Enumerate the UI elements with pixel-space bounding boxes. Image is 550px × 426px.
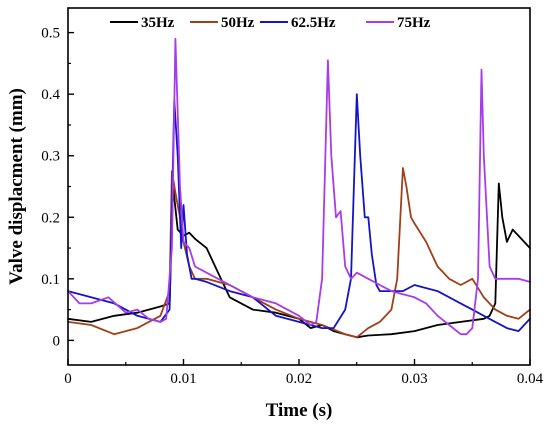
legend: 35Hz 50Hz 62.5Hz 75Hz bbox=[110, 15, 431, 31]
x-tick-label: 0 bbox=[64, 371, 72, 387]
y-axis-title: Valve displacment (mm) bbox=[6, 88, 27, 285]
series-line-62-5hz bbox=[67, 93, 531, 333]
plot-frame bbox=[67, 7, 531, 366]
series-line-35hz bbox=[67, 182, 531, 339]
y-tick-label: 0.3 bbox=[41, 149, 60, 165]
ticks-layer: 0 0.01 0.02 0.03 0.04 0 0.1 0.2 0.3 0.4 0.5 bbox=[41, 26, 543, 387]
legend-label: 62.5Hz bbox=[291, 15, 336, 31]
y-tick-label: 0.4 bbox=[41, 87, 60, 103]
x-tick-label: 0.04 bbox=[517, 371, 544, 387]
y-tick-label: 0.2 bbox=[41, 210, 60, 226]
legend-label: 75Hz bbox=[397, 15, 431, 31]
legend-label: 35Hz bbox=[141, 15, 175, 31]
y-tick-label: 0.5 bbox=[41, 26, 60, 42]
series-layer bbox=[67, 37, 531, 339]
y-tick-label: 0.1 bbox=[41, 272, 60, 288]
series-line-75hz bbox=[67, 37, 531, 336]
y-tick-label: 0 bbox=[53, 333, 61, 349]
x-tick-label: 0.02 bbox=[286, 371, 312, 387]
x-tick-label: 0.01 bbox=[170, 371, 196, 387]
x-tick-label: 0.03 bbox=[401, 371, 427, 387]
x-axis-title: Time (s) bbox=[266, 400, 333, 421]
legend-label: 50Hz bbox=[221, 15, 255, 31]
